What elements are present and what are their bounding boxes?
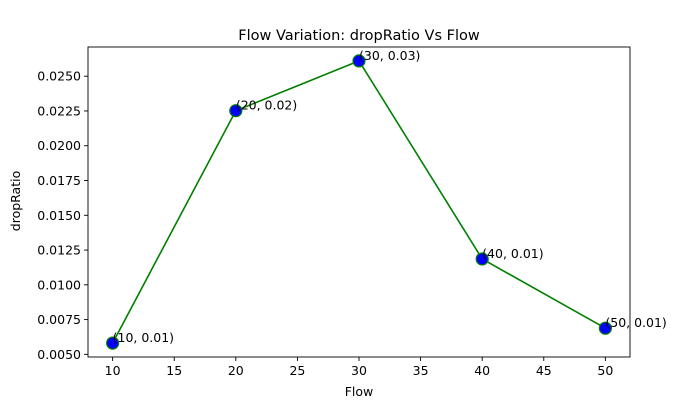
y-tick-label: 0.0175	[37, 173, 81, 188]
y-tick-label: 0.0075	[37, 312, 81, 327]
x-tick-label: 20	[228, 363, 244, 378]
x-tick-label: 10	[105, 363, 121, 378]
y-tick-label: 0.0100	[37, 277, 81, 292]
data-point	[229, 104, 243, 118]
y-tick-label: 0.0250	[37, 69, 81, 84]
x-tick-label: 50	[597, 363, 613, 378]
x-tick-label: 40	[474, 363, 490, 378]
y-tick-label: 0.0150	[37, 208, 81, 223]
data-label: (40, 0.01)	[482, 246, 543, 261]
y-tick-label: 0.0225	[37, 103, 81, 118]
x-tick-label: 30	[351, 363, 367, 378]
data-label: (20, 0.02)	[236, 98, 297, 113]
series-line	[111, 59, 606, 344]
x-tick-label: 35	[413, 363, 429, 378]
plot-area: 10 15 20 25 30 35 40 45 50 0.0050 0.0075 0.0100 0.01…	[37, 46, 667, 378]
data-label: (10, 0.01)	[113, 330, 174, 345]
data-point	[352, 54, 366, 68]
y-tick-label: 0.0125	[37, 243, 81, 258]
chart-title: Flow Variation: dropRatio Vs Flow	[238, 28, 480, 44]
y-tick-label: 0.0200	[37, 138, 81, 153]
data-point	[598, 321, 612, 335]
x-tick-label: 25	[289, 363, 305, 378]
data-point	[106, 336, 120, 350]
x-tick-label: 45	[536, 363, 552, 378]
x-tick-label: 15	[166, 363, 182, 378]
data-point	[475, 252, 489, 266]
y-axis-label: dropRatio	[8, 171, 23, 231]
data-label: (50, 0.01)	[605, 315, 666, 330]
y-tick-label: 0.0050	[37, 347, 81, 362]
plot-frame	[87, 46, 631, 358]
x-axis-label: Flow	[345, 384, 374, 399]
data-label: (30, 0.03)	[359, 48, 420, 63]
